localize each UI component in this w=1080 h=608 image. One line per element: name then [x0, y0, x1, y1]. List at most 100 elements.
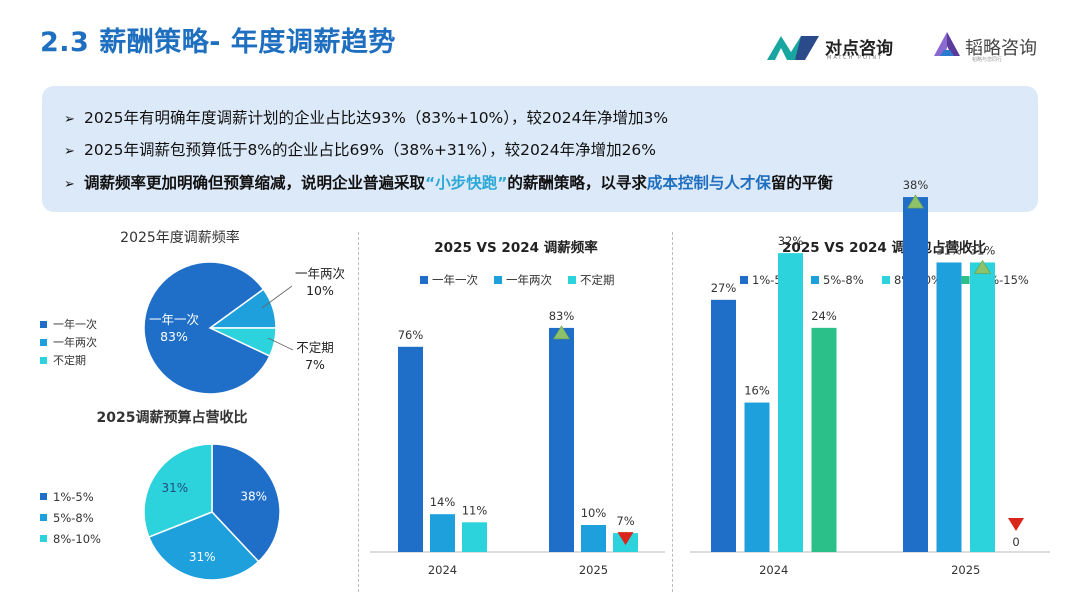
pie1-label-1: 一年两次 10% [295, 266, 345, 298]
pie1-label-2: 不定期 7% [296, 340, 334, 372]
freq-chart-data-label: 7% [616, 514, 634, 528]
summary-line-1: ➢ 2025年有明确年度调薪计划的企业占比达93%（83%+10%），较2024年… [64, 106, 668, 128]
budget-chart-data-label: 32% [778, 234, 804, 248]
freq-chart-bar-不定期-2024 [462, 522, 487, 552]
freq-chart-down-marker [617, 532, 634, 546]
pie2-label-0: 38% [240, 489, 267, 503]
budget-chart-legend-label: 5%-8% [823, 273, 864, 287]
freq-chart-data-label: 10% [581, 506, 607, 520]
budget-chart-x-tick: 2025 [951, 563, 980, 577]
pie1-slice-一年一次 [143, 261, 271, 395]
freq-chart-bar-一年一次-2025 [549, 327, 574, 552]
budget-chart-up-marker [906, 194, 925, 209]
taolue-logo-subtext: 韬略与您同行 [972, 57, 1003, 63]
pie2-slice-8%-10% [143, 443, 213, 539]
budget-chart-bar-1%-5%-2025 [903, 197, 928, 552]
freq-chart-up-marker [552, 325, 571, 340]
section-divider [672, 232, 673, 592]
budget-chart-bar-5%-8%-2024 [744, 402, 770, 552]
match-point-logo: 对点咨询 MATCH POINT [765, 30, 915, 66]
freq-chart-data-label: 11% [462, 503, 488, 517]
pie1-label-0: 一年一次 83% [149, 312, 199, 344]
pie2-legend-swatch [40, 514, 47, 521]
freq-chart-legend-swatch [420, 276, 428, 284]
summary-line-3: ➢ 调薪频率更加明确但预算缩减，说明企业普遍采取“小步快跑”的薪酬策略，以寻求成本… [64, 171, 833, 193]
summary-line-3-part-a: 调薪频率更加明确但预算缩减，说明企业普遍采取 [84, 174, 426, 192]
budget-chart-bar-10%-15%-2024 [811, 327, 837, 552]
summary-line-3-part-e: 留的平衡 [770, 174, 833, 192]
freq-chart-x-tick: 2025 [579, 563, 608, 577]
pie2-slice-1%-5% [211, 443, 281, 563]
freq-chart-legend-label: 一年两次 [506, 273, 552, 287]
pie2-legend-label: 8%-10% [53, 532, 101, 546]
pie2-legend-label: 5%-8% [53, 511, 94, 525]
page-title: 2.3 薪酬策略- 年度调薪趋势 [40, 27, 396, 58]
budget-chart-data-label: 0 [1012, 535, 1019, 549]
freq-chart-data-label: 83% [549, 309, 575, 323]
summary-highlight-cost-control: 成本控制与人才保 [646, 174, 771, 192]
pie2-label-1: 31% [189, 550, 216, 564]
freq-chart-bar-一年两次-2025 [581, 525, 606, 552]
summary-line-2: ➢ 2025年调薪包预算低于8%的企业占比69%（38%+31%），较2024年净… [64, 138, 656, 160]
match-point-logo-text: 对点咨询 [825, 39, 893, 59]
budget-chart-bar-8%-10%-2025 [970, 262, 995, 552]
budget-chart-bar-5%-8%-2025 [936, 262, 962, 552]
match-point-logo-subtext: MATCH POINT [827, 55, 884, 61]
freq-chart-title: 2025 VS 2024 调薪频率 [434, 239, 598, 256]
match-point-logo-icon [767, 36, 819, 60]
freq-chart-x-tick: 2024 [428, 563, 457, 577]
bullet-arrow-icon: ➢ [64, 177, 75, 192]
summary-line-3-part-c: 的薪酬策略，以寻求 [507, 174, 647, 192]
summary-line-2-text: 2025年调薪包预算低于8%的企业占比69%（38%+31%），较2024年净增… [84, 141, 657, 159]
budget-chart-legend-swatch [961, 276, 970, 284]
pie1-legend-label: 一年一次 [53, 317, 97, 331]
budget-chart-data-label: 31% [970, 243, 996, 257]
freq-chart-legend-swatch [494, 276, 502, 284]
summary-line-1-text: 2025年有明确年度调薪计划的企业占比达93%（83%+10%），较2024年净… [84, 109, 669, 127]
section-divider [358, 232, 359, 592]
freq-chart-legend-label: 不定期 [580, 273, 615, 287]
taolue-logo-text: 韬略咨询 [965, 38, 1037, 59]
pie2-legend-label: 1%-5% [53, 490, 94, 504]
budget-chart-legend-swatch [882, 276, 890, 284]
budget-chart-data-label: 38% [903, 178, 929, 192]
budget-chart-data-label: 27% [711, 281, 737, 295]
pie2-legend-swatch [40, 493, 47, 500]
freq-chart-legend-swatch [568, 276, 576, 284]
budget-chart-down-marker [1008, 518, 1024, 531]
taolue-logo-icon [934, 32, 960, 56]
pie1-legend-swatch [40, 357, 47, 364]
bullet-arrow-icon: ➢ [64, 112, 75, 127]
pie1-leader-line [267, 337, 294, 351]
pie2-legend-swatch [40, 535, 47, 542]
budget-chart-data-label: 31% [936, 243, 962, 257]
pie2-title: 2025调薪预算占营收比 [97, 409, 248, 426]
budget-chart-x-tick: 2024 [759, 563, 788, 577]
summary-box: ➢ 2025年有明确年度调薪计划的企业占比达93%（83%+10%），较2024年… [42, 86, 1038, 212]
pie2-label-2: 31% [162, 481, 189, 495]
budget-chart-bar-8%-10%-2024 [778, 253, 803, 552]
bullet-arrow-icon: ➢ [64, 144, 75, 159]
freq-chart-data-label: 14% [430, 495, 456, 509]
budget-chart-bar-1%-5%-2024 [711, 299, 736, 552]
freq-chart-data-label: 76% [398, 328, 424, 342]
pie1-legend-label: 一年两次 [53, 335, 97, 349]
freq-chart-legend-label: 一年一次 [432, 273, 478, 287]
budget-chart-legend-swatch [811, 276, 819, 284]
budget-chart-data-label: 24% [811, 309, 837, 323]
budget-chart-legend-swatch [740, 276, 748, 284]
pie1-legend-label: 不定期 [53, 353, 86, 367]
pie2-slice-5%-8% [147, 511, 260, 581]
freq-chart-bar-一年一次-2024 [398, 346, 423, 552]
budget-chart-title: 2025 VS 2024 调薪包占营收比 [782, 239, 986, 256]
budget-chart-up-marker [973, 259, 992, 274]
taolue-logo: 韬略咨询 韬略与您同行 [932, 30, 1062, 66]
pie1-leader-line [261, 285, 293, 309]
freq-chart-bar-一年两次-2024 [430, 514, 455, 552]
pie1-title: 2025年度调薪频率 [120, 229, 240, 246]
budget-chart-data-label: 16% [744, 384, 770, 398]
summary-highlight-small-steps: “小步快跑” [425, 174, 508, 192]
pie1-legend-swatch [40, 339, 47, 346]
pie1-legend-swatch [40, 321, 47, 328]
